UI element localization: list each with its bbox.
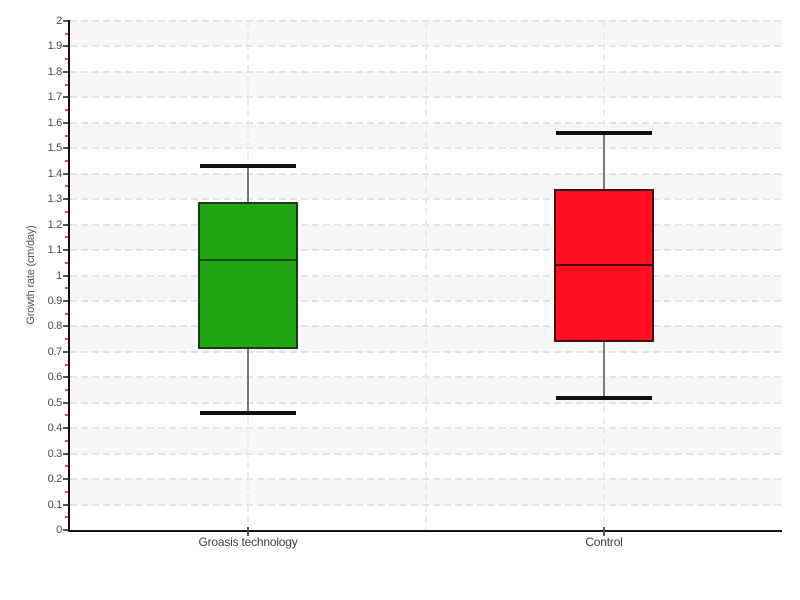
box xyxy=(198,202,298,349)
whisker-cap-max xyxy=(200,164,296,168)
y-tick-label: 1.7 xyxy=(47,91,63,103)
horizontal-gridline xyxy=(70,20,782,22)
y-major-tick xyxy=(63,224,70,226)
y-tick-label: 1.1 xyxy=(47,244,63,256)
x-axis-line xyxy=(68,530,782,532)
y-minor-tick xyxy=(65,33,70,35)
horizontal-gridline xyxy=(70,325,782,327)
whisker-cap-min xyxy=(200,411,296,415)
y-minor-tick xyxy=(65,364,70,366)
y-tick-label: 1.4 xyxy=(47,168,63,180)
horizontal-gridline xyxy=(70,427,782,429)
horizontal-gridline xyxy=(70,71,782,73)
y-minor-tick xyxy=(65,465,70,467)
horizontal-gridline xyxy=(70,453,782,455)
y-tick-label: 0.5 xyxy=(47,397,63,409)
y-major-tick xyxy=(63,529,70,531)
y-major-tick xyxy=(63,453,70,455)
y-tick-label: 1.3 xyxy=(47,193,63,205)
y-major-tick xyxy=(63,147,70,149)
horizontal-gridline xyxy=(70,351,782,353)
y-minor-tick xyxy=(65,440,70,442)
y-tick-label: 2 xyxy=(56,15,62,27)
median-line xyxy=(200,259,296,261)
horizontal-gridline xyxy=(70,122,782,124)
y-major-tick xyxy=(63,402,70,404)
y-tick-label: 0.7 xyxy=(47,346,63,358)
y-axis-line xyxy=(68,20,70,532)
horizontal-gridline xyxy=(70,45,782,47)
y-minor-tick xyxy=(65,338,70,340)
horizontal-gridline xyxy=(70,402,782,404)
x-category-label: Control xyxy=(585,535,623,549)
y-minor-tick xyxy=(65,84,70,86)
whisker-cap-min xyxy=(556,396,652,400)
horizontal-gridline xyxy=(70,504,782,506)
y-major-tick xyxy=(63,198,70,200)
y-tick-label: 0.4 xyxy=(47,422,63,434)
y-tick-label: 0.1 xyxy=(47,499,63,511)
y-minor-tick xyxy=(65,135,70,137)
median-line xyxy=(556,264,652,266)
y-minor-tick xyxy=(65,236,70,238)
horizontal-gridline xyxy=(70,96,782,98)
y-tick-label: 0.3 xyxy=(47,448,63,460)
y-major-tick xyxy=(63,504,70,506)
y-tick-label: 1.9 xyxy=(47,40,63,52)
y-minor-tick xyxy=(65,262,70,264)
y-minor-tick xyxy=(65,109,70,111)
y-major-tick xyxy=(63,478,70,480)
y-major-tick xyxy=(63,173,70,175)
y-tick-label: 1.8 xyxy=(47,66,63,78)
y-major-tick xyxy=(63,249,70,251)
y-major-tick xyxy=(63,376,70,378)
y-minor-tick xyxy=(65,58,70,60)
y-major-tick xyxy=(63,45,70,47)
y-tick-label: 0 xyxy=(56,524,62,536)
x-category-tick xyxy=(603,527,605,536)
y-major-tick xyxy=(63,351,70,353)
y-major-tick xyxy=(63,300,70,302)
y-tick-label: 1.5 xyxy=(47,142,63,154)
whisker-cap-max xyxy=(556,131,652,135)
y-tick-label: 0.6 xyxy=(47,371,63,383)
horizontal-gridline xyxy=(70,300,782,302)
horizontal-gridline xyxy=(70,147,782,149)
horizontal-gridline xyxy=(70,198,782,200)
y-major-tick xyxy=(63,325,70,327)
y-minor-tick xyxy=(65,287,70,289)
y-major-tick xyxy=(63,20,70,22)
y-major-tick xyxy=(63,122,70,124)
y-minor-tick xyxy=(65,389,70,391)
y-minor-tick xyxy=(65,160,70,162)
y-minor-tick xyxy=(65,211,70,213)
x-category-label: Groasis technology xyxy=(198,535,298,549)
y-tick-label: 1 xyxy=(56,270,62,282)
y-minor-tick xyxy=(65,491,70,493)
y-major-tick xyxy=(63,71,70,73)
horizontal-gridline xyxy=(70,249,782,251)
y-tick-label: 1.2 xyxy=(47,219,63,231)
y-minor-tick xyxy=(65,414,70,416)
horizontal-gridline xyxy=(70,376,782,378)
horizontal-gridline xyxy=(70,478,782,480)
y-tick-label: 0.9 xyxy=(47,295,63,307)
y-major-tick xyxy=(63,96,70,98)
y-minor-tick xyxy=(65,516,70,518)
horizontal-gridline xyxy=(70,275,782,277)
y-minor-tick xyxy=(65,185,70,187)
y-major-tick xyxy=(63,427,70,429)
horizontal-gridline xyxy=(70,224,782,226)
y-major-tick xyxy=(63,275,70,277)
y-tick-label: 1.6 xyxy=(47,117,63,129)
y-tick-label: 0.2 xyxy=(47,473,63,485)
y-tick-label: 0.8 xyxy=(47,320,63,332)
y-minor-tick xyxy=(65,313,70,315)
x-category-tick xyxy=(247,527,249,536)
horizontal-gridline xyxy=(70,173,782,175)
